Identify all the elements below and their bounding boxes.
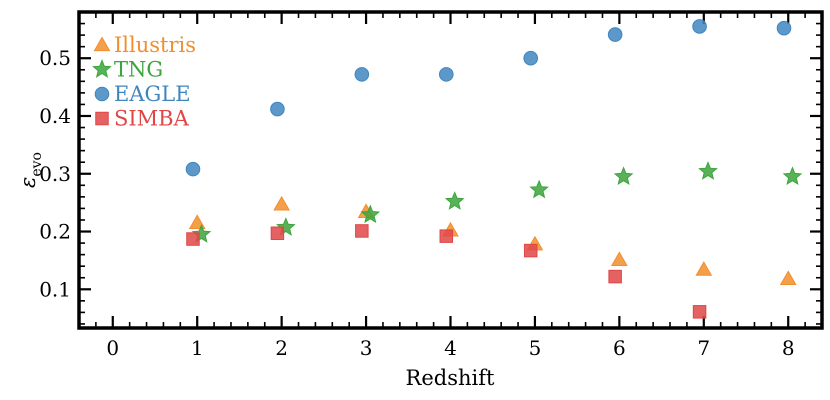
- legend-label-eagle: EAGLE: [114, 82, 191, 106]
- legend-label-simba: SIMBA: [114, 107, 190, 131]
- x-tick-label: 6: [613, 336, 626, 360]
- data-point-simba: [439, 229, 454, 243]
- data-point-tng: [529, 179, 549, 199]
- legend-label-tng: TNG: [114, 58, 163, 82]
- legend-label-illustris: Illustris: [114, 33, 196, 57]
- data-point-eagle: [776, 20, 792, 36]
- data-point-simba: [270, 226, 285, 241]
- series-tng: [191, 161, 803, 243]
- y-tick-label: 0.4: [39, 104, 71, 128]
- x-tick-label: 0: [106, 336, 119, 360]
- data-point-tng: [444, 191, 465, 210]
- data-point-simba: [608, 269, 622, 284]
- series-eagle: [185, 19, 792, 177]
- x-tick-label: 5: [529, 336, 542, 360]
- y-tick-label: 0.5: [39, 46, 71, 70]
- y-axis-label-symbol: ε: [16, 177, 40, 188]
- data-point-simba: [523, 243, 538, 258]
- x-tick-label: 8: [782, 336, 795, 360]
- legend-marker-simba: [95, 111, 109, 126]
- x-tick-label: 3: [360, 336, 373, 360]
- y-tick-labels: 0.1 0.2 0.3 0.4 0.5: [39, 46, 71, 301]
- y-axis-label-subscript: evo: [29, 152, 45, 177]
- data-point-simba: [186, 232, 200, 246]
- data-point-illustris: [273, 195, 290, 211]
- data-point-eagle: [438, 67, 454, 82]
- legend-marker-tng: [92, 59, 112, 78]
- data-point-tng: [698, 161, 718, 180]
- y-axis-label: εevo: [16, 152, 45, 188]
- data-point-eagle: [523, 50, 539, 66]
- data-point-eagle: [354, 67, 370, 82]
- data-point-tng: [360, 204, 381, 224]
- plot-frame: [77, 10, 824, 330]
- data-point-eagle: [607, 27, 623, 42]
- data-point-illustris: [611, 251, 628, 266]
- legend-marker-eagle: [94, 86, 110, 102]
- major-ticks: [79, 12, 822, 328]
- y-tick-label: 0.2: [39, 220, 71, 244]
- data-point-eagle: [270, 101, 285, 117]
- y-tick-label: 0.1: [39, 277, 71, 301]
- data-point-tng: [782, 166, 803, 185]
- y-tick-label: 0.3: [39, 162, 71, 186]
- x-axis-label: Redshift: [406, 366, 495, 390]
- data-point-simba: [355, 224, 369, 238]
- data-point-illustris: [695, 261, 713, 276]
- x-tick-label: 7: [697, 336, 710, 360]
- series-simba: [186, 224, 707, 319]
- data-point-eagle: [185, 161, 201, 177]
- x-tick-label: 1: [191, 336, 204, 360]
- data-point-tng: [613, 166, 634, 185]
- series-illustris: [188, 195, 797, 286]
- x-tick-labels: 0 1 2 3 4 5 6 7 8: [106, 336, 794, 360]
- data-point-simba: [692, 305, 707, 319]
- data-point-illustris: [779, 270, 797, 286]
- data-point-eagle: [692, 19, 707, 34]
- data-point-illustris: [188, 214, 206, 229]
- x-tick-label: 4: [444, 336, 457, 360]
- data-markers: [185, 19, 803, 319]
- legend-marker-illustris: [93, 36, 111, 52]
- x-tick-label: 2: [275, 336, 288, 360]
